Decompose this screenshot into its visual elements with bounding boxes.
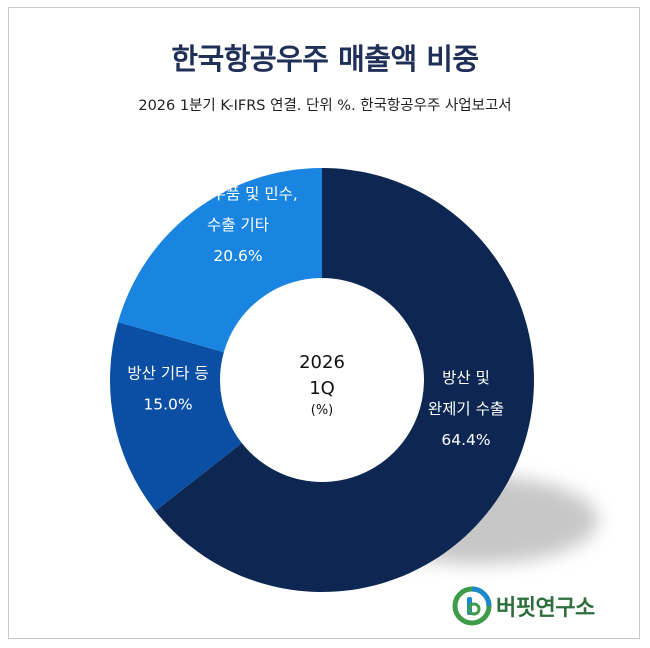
donut-hole <box>220 278 424 482</box>
center-year: 2026 <box>299 352 345 373</box>
logo: 버핏연구소 <box>452 586 595 626</box>
data-label-value-3: 20.6% <box>213 247 262 265</box>
logo-text: 버핏연구소 <box>496 596 595 621</box>
data-label-name-2: 방산 기타 등 <box>127 365 208 383</box>
data-label-name-1: 완제기 수출 <box>428 400 504 418</box>
data-label-value-1: 64.4% <box>441 431 490 449</box>
chart-title: 한국항공우주 매출액 비중 <box>171 42 479 76</box>
center-quarter: 1Q <box>309 378 335 399</box>
data-label-value-2: 15.0% <box>143 396 192 414</box>
logo-mark-icon <box>452 586 492 626</box>
data-label-name-3: 수출 기타 <box>207 216 269 234</box>
data-label-name-3: 기체 부품 및 민수, <box>178 185 298 203</box>
center-unit: (%) <box>311 403 334 418</box>
chart-subtitle: 2026 1분기 K-IFRS 연결. 단위 %. 한국항공우주 사업보고서 <box>138 98 512 114</box>
data-label-name-1: 방산 및 <box>442 369 490 387</box>
